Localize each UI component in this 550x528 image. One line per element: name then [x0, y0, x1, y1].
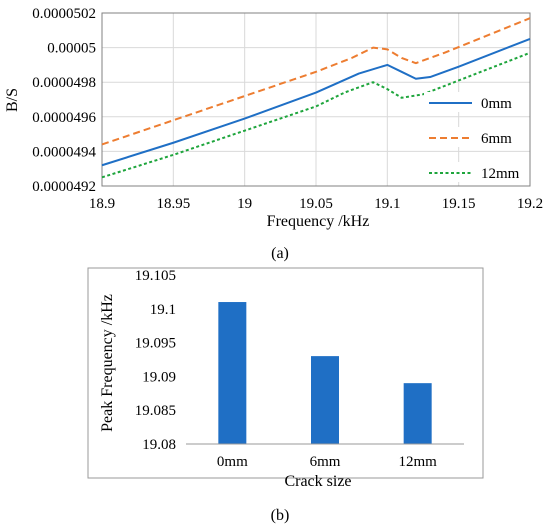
bar-chart-y-axis-label: Peak Frequency /kHz: [99, 294, 116, 432]
line-chart-x-ticks: 18.9 18.95 19 19.05 19.1 19.15 19.2: [89, 196, 543, 212]
line-series-0mm: [101, 38, 531, 167]
line-chart-x-tick-label: 18.9: [89, 196, 115, 212]
bar-chart-y-tick-label: 19.105: [135, 268, 176, 284]
panel-label-a: (a): [271, 245, 289, 262]
bar-chart-x-ticks: 0mm 6mm 12mm: [217, 454, 437, 470]
panel-label-b: (b): [271, 507, 290, 524]
bar-chart-x-tick-label: 0mm: [217, 454, 248, 470]
bar-chart-y-tick-label: 19.1: [150, 302, 176, 318]
legend-entry-background: [424, 92, 526, 112]
legend-label-6mm: 6mm: [481, 131, 512, 147]
line-chart-legend: 0mm 6mm 12mm: [424, 92, 526, 182]
line-chart-series-group: [101, 17, 531, 179]
legend-entry-background: [424, 162, 526, 182]
bar-chart-frame: [87, 267, 484, 479]
line-chart-x-tick-label: 19.05: [299, 196, 333, 212]
bar-6mm: [311, 356, 339, 444]
bar-chart-x-axis-label: Crack size: [284, 473, 351, 490]
line-chart-x-tick-label: 19.1: [374, 196, 400, 212]
line-chart-y-tick-label: 0.0000496: [32, 110, 96, 126]
line-chart-y-tick-label: 0.0000492: [32, 179, 96, 195]
bar-chart-y-tick-label: 19.085: [135, 403, 176, 419]
bar-chart-x-tick-label: 12mm: [398, 454, 437, 470]
line-chart-x-tick-label: 19: [237, 196, 252, 212]
line-chart-panel-a: 0.0000492 0.0000494 0.0000496 0.0000498 0.00…: [4, 6, 543, 262]
bar-chart-y-ticks: 19.08 19.085 19.09 19.095 19.1 19.105: [135, 268, 176, 453]
line-chart-y-ticks: 0.0000492 0.0000494 0.0000496 0.0000498 0.00…: [32, 6, 96, 195]
line-chart-y-tick-label: 0.00005: [47, 41, 96, 57]
bar-12mm: [403, 383, 432, 444]
legend-entry-background: [424, 127, 526, 147]
bar-chart-panel-b: 19.08 19.085 19.09 19.095 19.1 19.105 0mm 6mm 1…: [87, 267, 484, 524]
line-chart-y-tick-label: 0.0000498: [32, 75, 96, 91]
line-chart-plot-frame: [101, 12, 531, 187]
line-chart-x-tick-label: 19.15: [442, 196, 476, 212]
line-series-12mm: [101, 51, 531, 179]
bar-chart-y-tick-label: 19.09: [142, 369, 176, 385]
line-series-6mm: [101, 17, 531, 146]
bar-chart-y-tick-label: 19.08: [142, 437, 176, 453]
line-chart-x-tick-label: 19.2: [517, 196, 543, 212]
line-chart-x-axis-label: Frequency /kHz: [267, 213, 370, 230]
bar-chart-bars: [218, 302, 432, 444]
bar-chart-x-tick-label: 6mm: [310, 454, 341, 470]
line-chart-y-axis-label: B/S: [4, 88, 21, 112]
legend-label-12mm: 12mm: [481, 166, 520, 182]
line-chart-y-tick-label: 0.0000494: [32, 144, 96, 160]
line-chart-y-tick-label: 0.0000502: [32, 6, 96, 22]
bar-0mm: [218, 302, 247, 444]
bar-chart-y-tick-label: 19.095: [135, 336, 176, 352]
legend-label-0mm: 0mm: [481, 96, 512, 112]
line-chart-x-tick-label: 18.95: [156, 196, 190, 212]
